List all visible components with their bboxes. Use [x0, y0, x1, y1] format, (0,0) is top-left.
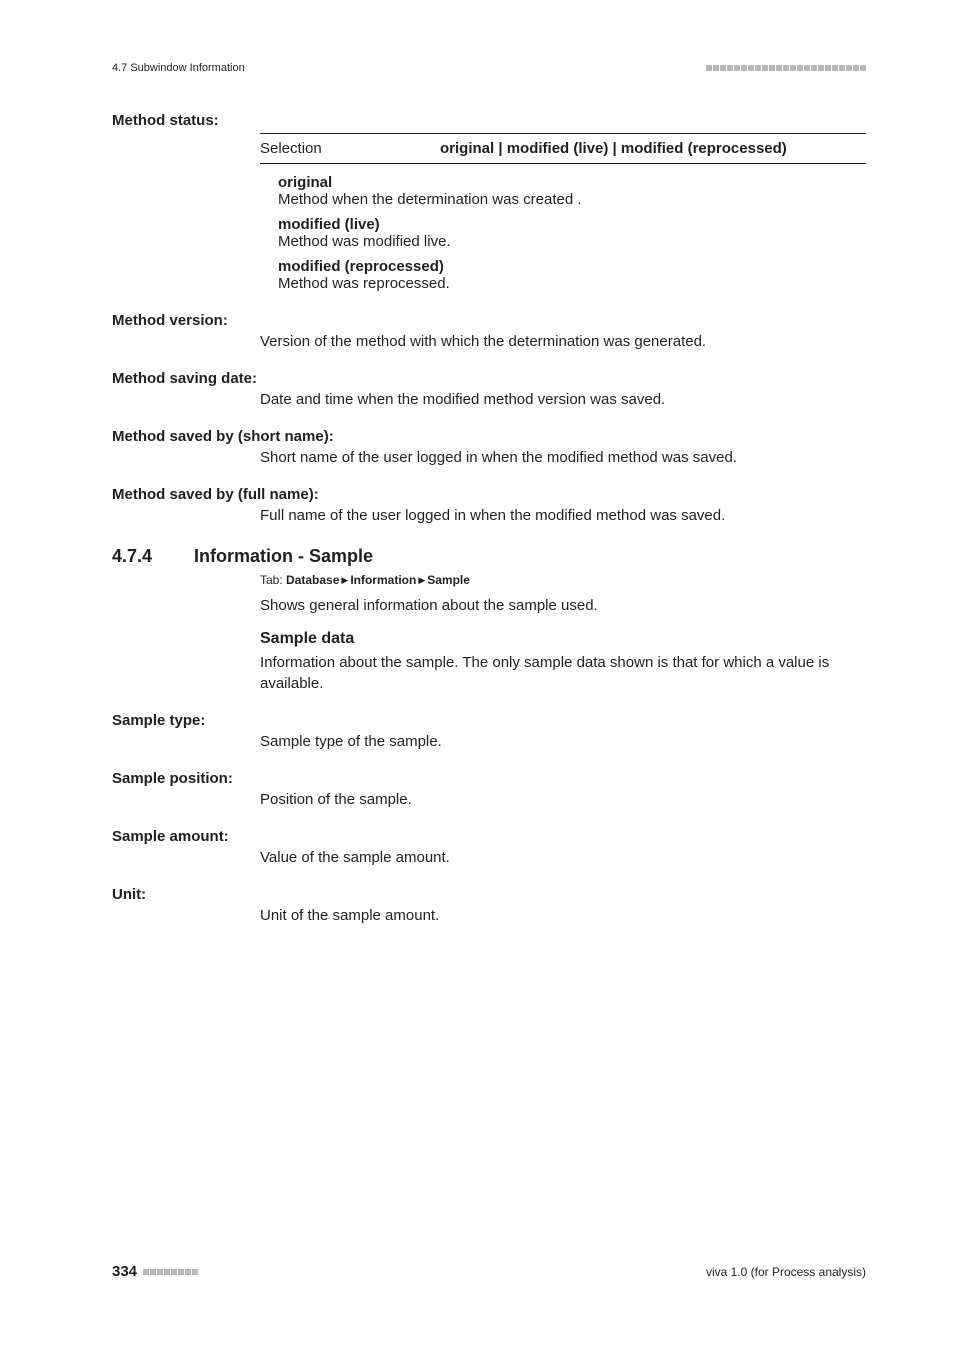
- def-method-saved-full: Method saved by (full name): Full name o…: [112, 486, 866, 524]
- def-desc: Unit of the sample amount.: [260, 907, 866, 924]
- option-desc: Method when the determination was create…: [278, 191, 866, 208]
- option-item: modified (live) Method was modified live…: [278, 216, 866, 250]
- def-sample-type: Sample type: Sample type of the sample.: [112, 712, 866, 750]
- def-desc: Full name of the user logged in when the…: [260, 507, 866, 524]
- header-section-label: 4.7 Subwindow Information: [112, 62, 245, 74]
- page-footer: 334 viva 1.0 (for Process analysis): [112, 1263, 866, 1280]
- option-list: original Method when the determination w…: [260, 174, 866, 292]
- footer-decoration: [143, 1269, 198, 1275]
- def-term: Sample amount:: [112, 828, 866, 845]
- def-term: Method status:: [112, 112, 866, 129]
- page-header: 4.7 Subwindow Information: [112, 62, 866, 74]
- option-item: original Method when the determination w…: [278, 174, 866, 208]
- page-number: 334: [112, 1263, 137, 1280]
- def-term: Sample type:: [112, 712, 866, 729]
- tab-path-0: Database: [286, 573, 339, 587]
- def-sample-amount: Sample amount: Value of the sample amoun…: [112, 828, 866, 866]
- def-term: Sample position:: [112, 770, 866, 787]
- def-desc: Version of the method with which the det…: [260, 333, 866, 350]
- option-desc: Method was reprocessed.: [278, 275, 866, 292]
- section-number: 4.7.4: [112, 546, 194, 567]
- def-term: Method version:: [112, 312, 866, 329]
- header-decoration: [706, 65, 866, 71]
- tab-path-2: Sample: [427, 573, 470, 587]
- option-name: modified (reprocessed): [278, 258, 866, 275]
- def-sample-position: Sample position: Position of the sample.: [112, 770, 866, 808]
- option-item: modified (reprocessed) Method was reproc…: [278, 258, 866, 292]
- triangle-icon: ▶: [341, 575, 348, 586]
- sample-data-desc: Information about the sample. The only s…: [260, 652, 866, 694]
- def-desc: Value of the sample amount.: [260, 849, 866, 866]
- def-desc: Position of the sample.: [260, 791, 866, 808]
- footer-left: 334: [112, 1263, 198, 1280]
- def-method-saving-date: Method saving date: Date and time when t…: [112, 370, 866, 408]
- def-desc: Sample type of the sample.: [260, 733, 866, 750]
- section-heading: 4.7.4 Information - Sample: [112, 546, 866, 567]
- selection-value: original | modified (live) | modified (r…: [440, 140, 787, 157]
- def-term: Method saving date:: [112, 370, 866, 387]
- sample-data-heading: Sample data: [260, 630, 866, 648]
- tab-path-1: Information: [350, 573, 416, 587]
- tab-prefix: Tab:: [260, 573, 286, 587]
- def-term: Unit:: [112, 886, 866, 903]
- section-title: Information - Sample: [194, 546, 373, 567]
- option-desc: Method was modified live.: [278, 233, 866, 250]
- def-desc: Short name of the user logged in when th…: [260, 449, 866, 466]
- def-method-version: Method version: Version of the method wi…: [112, 312, 866, 350]
- def-term: Method saved by (short name):: [112, 428, 866, 445]
- def-method-saved-short: Method saved by (short name): Short name…: [112, 428, 866, 466]
- def-desc: Date and time when the modified method v…: [260, 391, 866, 408]
- triangle-icon: ▶: [418, 575, 425, 586]
- def-unit: Unit: Unit of the sample amount.: [112, 886, 866, 924]
- selection-row: Selection original | modified (live) | m…: [260, 133, 866, 164]
- footer-product: viva 1.0 (for Process analysis): [706, 1265, 866, 1279]
- option-name: original: [278, 174, 866, 191]
- def-term: Method saved by (full name):: [112, 486, 866, 503]
- option-name: modified (live): [278, 216, 866, 233]
- tab-breadcrumb: Tab: Database▶Information▶Sample: [260, 573, 866, 587]
- selection-label: Selection: [260, 140, 440, 157]
- def-method-status: Method status: Selection original | modi…: [112, 112, 866, 292]
- section-intro: Shows general information about the samp…: [260, 597, 866, 614]
